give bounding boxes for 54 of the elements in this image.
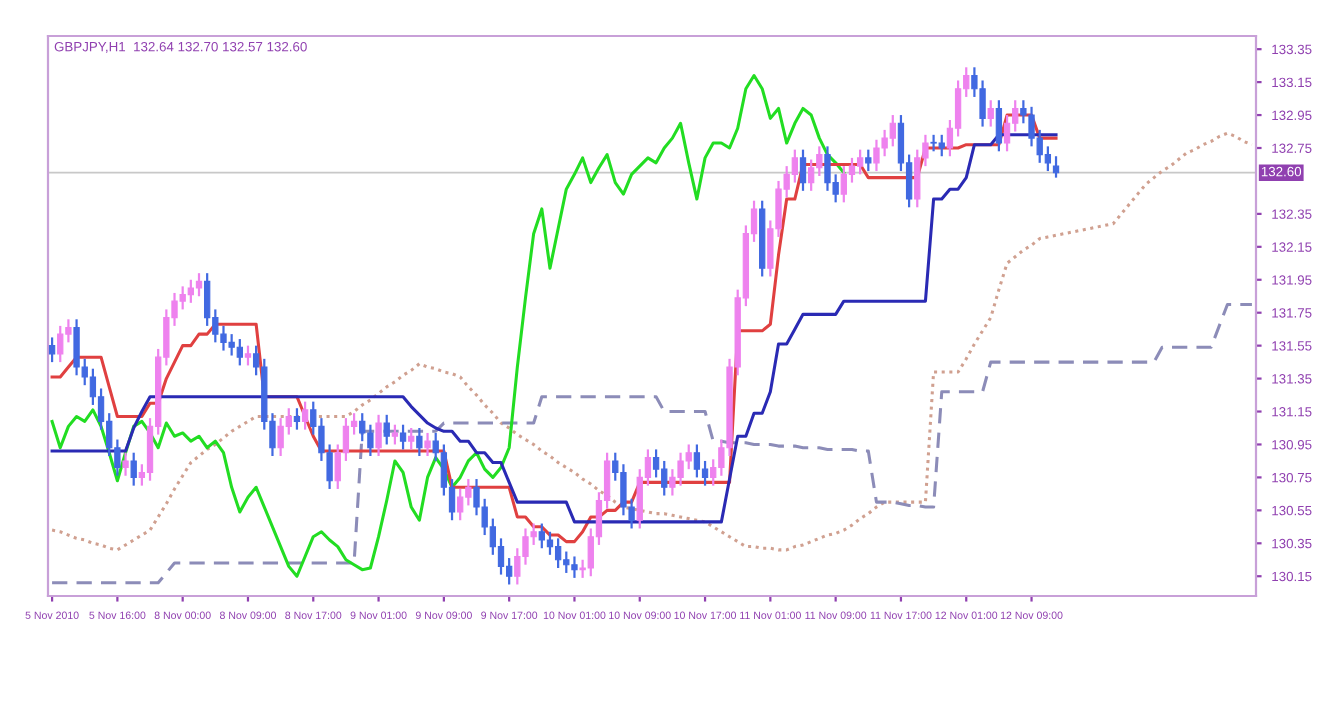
- candlestick: [301, 400, 309, 431]
- candlestick: [889, 113, 896, 148]
- candlestick: [236, 337, 243, 367]
- candlestick: [930, 133, 937, 153]
- candlestick: [856, 148, 864, 176]
- candlestick: [824, 145, 831, 192]
- candlestick: [277, 417, 284, 458]
- candlestick: [1003, 113, 1011, 153]
- candlestick: [840, 165, 847, 204]
- candlestick: [375, 413, 382, 458]
- candlestick: [457, 487, 464, 522]
- candlestick: [424, 431, 431, 458]
- line-series: [50, 131, 1254, 552]
- candlestick: [938, 133, 945, 158]
- candlestick: [799, 148, 807, 192]
- candlestick: [203, 272, 211, 327]
- candlestick: [1052, 155, 1060, 179]
- candlestick: [73, 318, 80, 377]
- line-series: [50, 74, 846, 578]
- candlestick: [383, 413, 390, 446]
- candlestick: [1028, 105, 1035, 148]
- candlestick: [865, 148, 872, 173]
- candlestick: [195, 272, 203, 298]
- candlestick: [130, 451, 137, 487]
- candlestick: [571, 555, 578, 579]
- candlestick: [546, 530, 554, 556]
- candlestick: [122, 451, 129, 477]
- candlestick: [48, 336, 56, 364]
- candlestick: [538, 522, 545, 550]
- candlestick: [416, 426, 423, 458]
- candlestick: [791, 148, 799, 184]
- candlestick: [807, 158, 815, 192]
- candlestick: [57, 324, 64, 364]
- candlestick: [391, 423, 399, 446]
- candlestick: [244, 344, 252, 367]
- candlestick: [293, 407, 301, 431]
- candlestick: [995, 99, 1003, 153]
- candlestick: [987, 99, 994, 128]
- candlestick: [465, 477, 472, 507]
- candlestick: [399, 423, 407, 451]
- candlestick: [693, 443, 701, 479]
- candlestick: [187, 278, 195, 304]
- candlestick: [563, 550, 570, 575]
- candlestick: [1044, 145, 1052, 173]
- candlestick: [220, 324, 227, 352]
- candlestick: [701, 459, 709, 487]
- candlestick: [554, 537, 562, 570]
- line-series: [50, 302, 1254, 585]
- candlestick: [816, 145, 823, 178]
- candlestick: [873, 138, 880, 173]
- candlestick: [367, 423, 374, 458]
- candlestick: [228, 333, 235, 357]
- candlestick: [661, 459, 668, 497]
- candlestick: [408, 426, 415, 451]
